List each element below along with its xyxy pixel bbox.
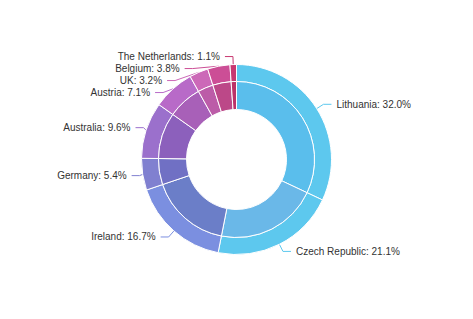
svg-text:The Netherlands: 1.1%: The Netherlands: 1.1% <box>118 51 220 62</box>
svg-text:Lithuania: 32.0%: Lithuania: 32.0% <box>336 99 411 110</box>
svg-text:Austria: 7.1%: Austria: 7.1% <box>91 87 151 98</box>
svg-text:Germany: 5.4%: Germany: 5.4% <box>57 170 127 181</box>
svg-text:Australia: 9.6%: Australia: 9.6% <box>63 122 130 133</box>
svg-text:Ireland: 16.7%: Ireland: 16.7% <box>91 231 156 242</box>
svg-text:UK: 3.2%: UK: 3.2% <box>120 75 162 86</box>
svg-text:Czech Republic: 21.1%: Czech Republic: 21.1% <box>296 246 400 257</box>
svg-text:Belgium: 3.8%: Belgium: 3.8% <box>115 63 180 74</box>
